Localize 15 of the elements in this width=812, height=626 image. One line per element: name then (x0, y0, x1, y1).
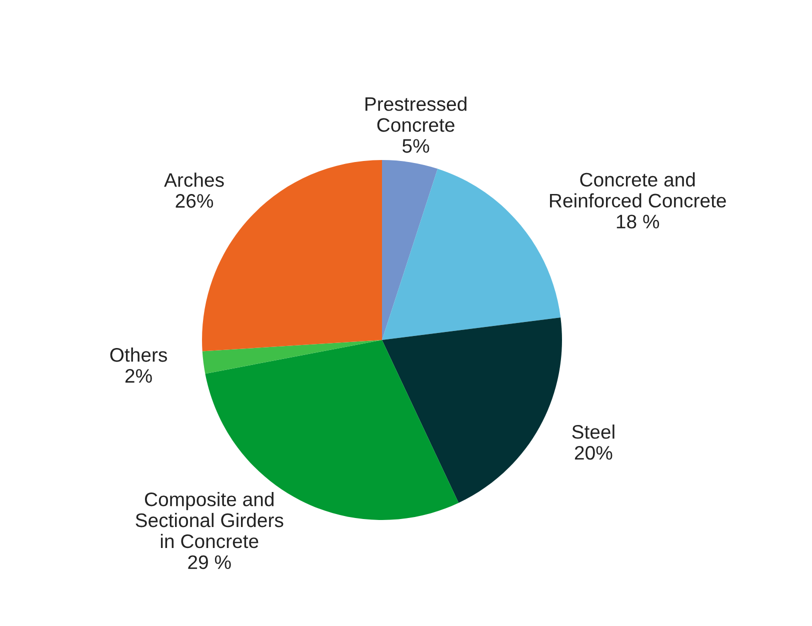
data-label: 18 % (616, 214, 660, 228)
pie-slice (382, 160, 438, 340)
data-label: 26% (176, 194, 214, 208)
slice-label: Prestressed Concrete (366, 96, 466, 132)
data-label: 20% (574, 446, 612, 460)
slice-label: Concrete and Reinforced Concrete (550, 172, 726, 208)
slice-label: Others (110, 348, 168, 362)
slice-label: Composite and Sectional Girders in Concrete (136, 492, 284, 548)
data-label: 29 % (188, 555, 231, 570)
pie-slice (202, 340, 382, 374)
data-label: 2% (125, 368, 152, 383)
slice-label: Arches (164, 172, 224, 187)
slice-label: Steel (572, 424, 614, 439)
data-label: 5% (402, 139, 430, 153)
pie-slice (382, 317, 562, 503)
